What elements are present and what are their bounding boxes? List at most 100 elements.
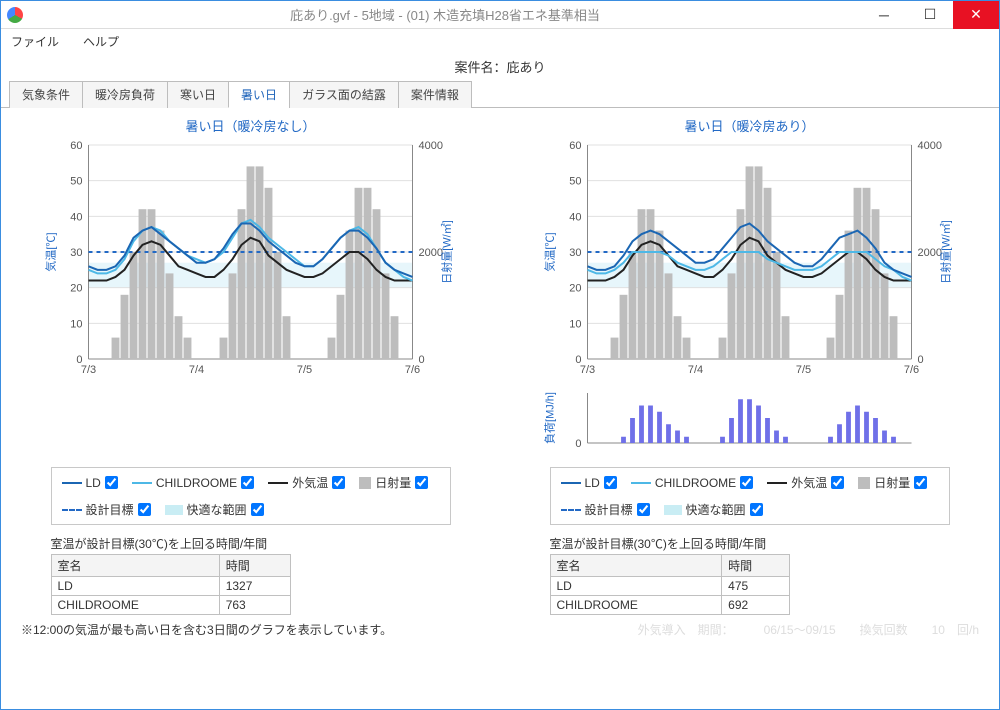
svg-text:2000: 2000	[918, 247, 942, 259]
legend-item: CHILDROOME	[631, 476, 753, 490]
legend: LD CHILDROOME 外気温 日射量 設計目標 快適な範囲	[51, 467, 451, 525]
svg-text:40: 40	[70, 211, 82, 223]
legend-item: CHILDROOME	[132, 476, 254, 490]
svg-text:30: 30	[70, 247, 82, 259]
svg-text:50: 50	[70, 176, 82, 188]
maximize-button[interactable]: ☐	[907, 1, 953, 29]
svg-text:4000: 4000	[918, 140, 942, 152]
legend-checkbox[interactable]	[332, 476, 345, 489]
titlebar: 庇あり.gvf - 5地域 - (01) 木造充填H28省エネ基準相当 ─ ☐ …	[1, 1, 999, 29]
svg-text:7/5: 7/5	[796, 364, 811, 376]
app-icon	[7, 7, 23, 23]
svg-text:4000: 4000	[419, 140, 443, 152]
legend-item: 日射量	[858, 474, 927, 491]
legend-checkbox[interactable]	[105, 476, 118, 489]
summary-cell: 475	[722, 577, 789, 596]
temp-chart: 01020304050600200040007/37/47/57/6気温[℃]日…	[512, 139, 987, 389]
svg-text:日射量[W/㎡]: 日射量[W/㎡]	[939, 220, 953, 284]
legend-checkbox[interactable]	[831, 476, 844, 489]
panel-0: 暑い日（暖冷房なし）01020304050600200040007/37/47/…	[13, 116, 488, 615]
project-label: 案件名：	[454, 60, 506, 75]
tabs: 気象条件暖冷房負荷寒い日暑い日ガラス面の結露案件情報	[1, 80, 999, 108]
app-window: 庇あり.gvf - 5地域 - (01) 木造充填H28省エネ基準相当 ─ ☐ …	[0, 0, 1000, 710]
legend-item: 外気温	[268, 474, 345, 491]
panel-1: 暑い日（暖冷房あり）01020304050600200040007/37/47/…	[512, 116, 987, 615]
summary-cell: 692	[722, 596, 789, 615]
load-chart: 0 負荷[MJ/h]	[512, 389, 987, 459]
tab-5[interactable]: 案件情報	[398, 81, 472, 108]
svg-text:60: 60	[569, 140, 581, 152]
legend-checkbox[interactable]	[251, 503, 264, 516]
svg-text:日射量[W/㎡]: 日射量[W/㎡]	[440, 220, 454, 284]
legend-checkbox[interactable]	[914, 476, 927, 489]
tab-2[interactable]: 寒い日	[167, 81, 229, 108]
legend-checkbox[interactable]	[138, 503, 151, 516]
legend-item: 設計目標	[561, 501, 650, 518]
legend-checkbox[interactable]	[750, 503, 763, 516]
legend-checkbox[interactable]	[637, 503, 650, 516]
svg-text:0: 0	[575, 438, 581, 450]
legend-item: 日射量	[359, 474, 428, 491]
tab-3[interactable]: 暑い日	[228, 81, 290, 108]
summary-caption: 室温が設計目標(30℃)を上回る時間/年間	[550, 535, 950, 552]
footnote: ※12:00の気温が最も高い日を含む3日間のグラフを表示しています。	[21, 621, 392, 638]
close-button[interactable]: ✕	[953, 1, 999, 29]
svg-text:7/5: 7/5	[297, 364, 312, 376]
legend-item: 快適な範囲	[664, 501, 763, 518]
legend: LD CHILDROOME 外気温 日射量 設計目標 快適な範囲	[550, 467, 950, 525]
svg-text:7/4: 7/4	[688, 364, 703, 376]
summary-table: 室名時間LD475CHILDROOME692	[550, 554, 790, 615]
legend-item: LD	[561, 476, 617, 490]
legend-item: 外気温	[767, 474, 844, 491]
summary-cell: LD	[550, 577, 722, 596]
legend-checkbox[interactable]	[241, 476, 254, 489]
project-name: 庇あり	[507, 60, 546, 75]
legend-checkbox[interactable]	[740, 476, 753, 489]
svg-text:7/6: 7/6	[904, 364, 919, 376]
tab-0[interactable]: 気象条件	[9, 81, 83, 108]
menu-help[interactable]: ヘルプ	[77, 31, 125, 52]
legend-checkbox[interactable]	[604, 476, 617, 489]
summary-cell: CHILDROOME	[550, 596, 722, 615]
window-title: 庇あり.gvf - 5地域 - (01) 木造充填H28省エネ基準相当	[29, 5, 861, 24]
tab-4[interactable]: ガラス面の結露	[289, 81, 399, 108]
summary-header: 時間	[219, 555, 290, 577]
summary: 室温が設計目標(30℃)を上回る時間/年間室名時間LD1327CHILDROOM…	[51, 535, 451, 615]
svg-text:気温[℃]: 気温[℃]	[543, 232, 557, 271]
menu-file[interactable]: ファイル	[5, 31, 65, 52]
chart-title: 暑い日（暖冷房なし）	[13, 116, 488, 135]
summary-header: 室名	[51, 555, 219, 577]
temp-chart: 01020304050600200040007/37/47/57/6気温[℃]日…	[13, 139, 488, 389]
content: 暑い日（暖冷房なし）01020304050600200040007/37/47/…	[1, 108, 999, 709]
svg-text:60: 60	[70, 140, 82, 152]
project-name-row: 案件名：庇あり	[1, 53, 999, 80]
svg-text:10: 10	[70, 318, 82, 330]
svg-text:7/3: 7/3	[81, 364, 96, 376]
legend-item: LD	[62, 476, 118, 490]
svg-text:気温[℃]: 気温[℃]	[44, 232, 58, 271]
svg-text:20: 20	[569, 283, 581, 295]
svg-text:30: 30	[569, 247, 581, 259]
svg-text:50: 50	[569, 176, 581, 188]
svg-text:20: 20	[70, 283, 82, 295]
summary-caption: 室温が設計目標(30℃)を上回る時間/年間	[51, 535, 451, 552]
legend-item: 快適な範囲	[165, 501, 264, 518]
summary-cell: LD	[51, 577, 219, 596]
tab-1[interactable]: 暖冷房負荷	[82, 81, 168, 108]
ventilation-status: 外気導入 期間： 06/15～09/15 換気回数 10 回/h	[638, 621, 979, 638]
svg-text:2000: 2000	[419, 247, 443, 259]
svg-text:10: 10	[569, 318, 581, 330]
summary-header: 時間	[722, 555, 789, 577]
svg-text:7/3: 7/3	[580, 364, 595, 376]
svg-text:負荷[MJ/h]: 負荷[MJ/h]	[544, 392, 557, 444]
summary-table: 室名時間LD1327CHILDROOME763	[51, 554, 291, 615]
footer: ※12:00の気温が最も高い日を含む3日間のグラフを表示しています。 外気導入 …	[13, 615, 987, 646]
summary: 室温が設計目標(30℃)を上回る時間/年間室名時間LD475CHILDROOME…	[550, 535, 950, 615]
legend-checkbox[interactable]	[415, 476, 428, 489]
svg-text:7/4: 7/4	[189, 364, 204, 376]
summary-cell: 1327	[219, 577, 290, 596]
minimize-button[interactable]: ─	[861, 1, 907, 29]
chart-title: 暑い日（暖冷房あり）	[512, 116, 987, 135]
svg-text:7/6: 7/6	[405, 364, 420, 376]
panels-row: 暑い日（暖冷房なし）01020304050600200040007/37/47/…	[13, 116, 987, 615]
